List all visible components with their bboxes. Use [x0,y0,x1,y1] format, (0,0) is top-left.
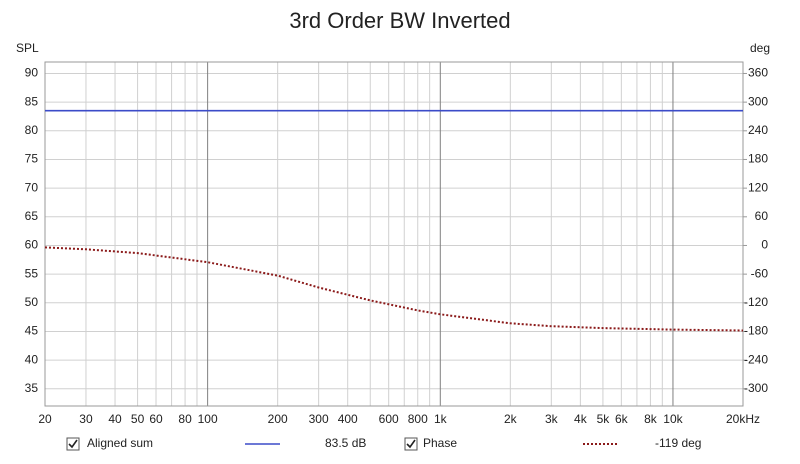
y2-tick-label: 360 [748,66,768,80]
y-axis-title: SPL [16,41,39,55]
legend-checkbox[interactable] [404,437,418,451]
y-tick-label: 60 [25,238,39,252]
x-tick-label: 30 [79,412,93,426]
x-tick-label: 6k [615,412,629,426]
legend-check [68,439,78,449]
x-tick-label: 8k [644,412,658,426]
x-tick-label: 200 [268,412,288,426]
y-tick-label: 55 [25,266,39,280]
y2-tick-label: 60 [755,209,769,223]
y2-tick-label: -60 [751,266,769,280]
x-tick-label: 60 [149,412,163,426]
x-tick-label: 3k [545,412,559,426]
y2-tick-label: 300 [748,94,768,108]
x-tick-label: 800 [408,412,428,426]
x-tick-label: 40 [108,412,122,426]
x-tick-label: 400 [338,412,358,426]
y-tick-label: 70 [25,180,39,194]
x-tick-label: 100 [198,412,218,426]
x-tick-label: 20kHz [726,412,760,426]
y-tick-label: 50 [25,295,39,309]
x-tick-label: 300 [309,412,329,426]
legend-label: Phase [423,436,457,450]
x-tick-label: 4k [574,412,588,426]
y-tick-label: 80 [25,123,39,137]
x-tick-label: 10k [663,412,683,426]
legend-label: Aligned sum [87,436,153,450]
legend-checkbox[interactable] [66,437,80,451]
x-tick-label: 1k [434,412,448,426]
series-line [44,246,744,332]
x-tick-label: 20 [38,412,52,426]
x-tick-label: 5k [597,412,611,426]
legend-readout: 83.5 dB [325,436,366,450]
y2-tick-label: 240 [748,123,768,137]
y2-tick-label: 180 [748,152,768,166]
legend-readout: -119 deg [655,436,701,450]
y-tick-label: 75 [25,152,39,166]
x-tick-label: 50 [131,412,145,426]
legend-check [406,439,416,449]
y-tick-label: 65 [25,209,39,223]
x-tick-label: 600 [379,412,399,426]
plot-frame [44,61,744,407]
y2-tick-label: -180 [744,324,768,338]
x-tick-label: 2k [504,412,518,426]
y2-tick-label: -240 [744,352,768,366]
x-tick-label: 80 [178,412,192,426]
y2-tick-label: -120 [744,295,768,309]
y-tick-label: 85 [25,94,39,108]
y2-tick-label: -300 [744,381,768,395]
y2-tick-label: 0 [761,238,768,252]
y2-axis-title: deg [750,41,770,55]
plot-area [44,61,744,407]
y-tick-label: 40 [25,352,39,366]
y-tick-label: 35 [25,381,39,395]
y-tick-label: 45 [25,324,39,338]
y-tick-label: 90 [25,66,39,80]
chart-title: 3rd Order BW Inverted [289,8,510,33]
y2-tick-label: 120 [748,180,768,194]
